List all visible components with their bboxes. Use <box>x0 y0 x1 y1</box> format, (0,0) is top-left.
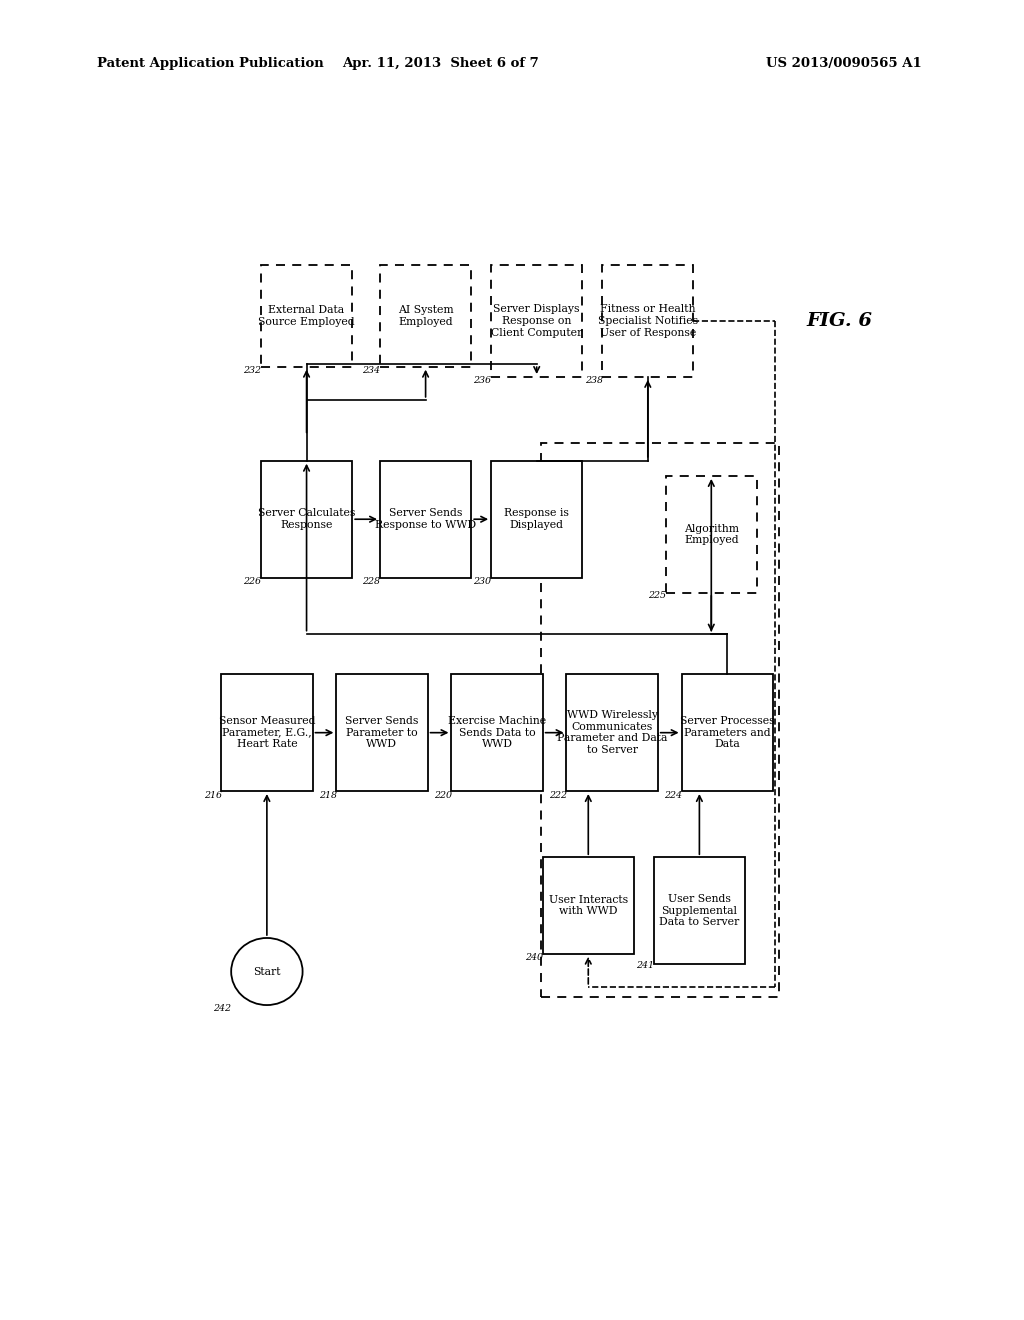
Text: 222: 222 <box>549 791 567 800</box>
FancyBboxPatch shape <box>261 461 352 578</box>
FancyBboxPatch shape <box>492 265 583 378</box>
Text: WWD Wirelessly
Communicates
Parameter and Data
to Server: WWD Wirelessly Communicates Parameter an… <box>557 710 668 755</box>
Text: US 2013/0090565 A1: US 2013/0090565 A1 <box>766 57 922 70</box>
FancyBboxPatch shape <box>380 265 471 367</box>
Text: 226: 226 <box>244 577 261 586</box>
Text: FIG. 6: FIG. 6 <box>807 312 872 330</box>
Text: Response is
Displayed: Response is Displayed <box>504 508 569 531</box>
Text: Exercise Machine
Sends Data to
WWD: Exercise Machine Sends Data to WWD <box>447 715 546 750</box>
Text: Server Calculates
Response: Server Calculates Response <box>258 508 355 531</box>
Text: User Sends
Supplemental
Data to Server: User Sends Supplemental Data to Server <box>659 894 739 927</box>
Text: Patent Application Publication: Patent Application Publication <box>97 57 324 70</box>
Text: Start: Start <box>253 966 281 977</box>
Text: 225: 225 <box>648 591 666 601</box>
Text: 216: 216 <box>204 791 221 800</box>
Ellipse shape <box>231 939 303 1005</box>
FancyBboxPatch shape <box>336 675 428 791</box>
Text: Algorithm
Employed: Algorithm Employed <box>684 524 738 545</box>
Text: 238: 238 <box>585 376 602 385</box>
Text: 240: 240 <box>525 953 543 962</box>
Text: 230: 230 <box>473 577 492 586</box>
FancyBboxPatch shape <box>566 675 657 791</box>
FancyBboxPatch shape <box>682 675 773 791</box>
Text: 220: 220 <box>434 791 452 800</box>
Text: 228: 228 <box>362 577 380 586</box>
Text: Server Processes
Parameters and
Data: Server Processes Parameters and Data <box>680 715 774 750</box>
Text: 218: 218 <box>318 791 337 800</box>
FancyBboxPatch shape <box>261 265 352 367</box>
Text: 234: 234 <box>362 366 380 375</box>
Text: Fitness or Health
Specialist Notifies
User of Response: Fitness or Health Specialist Notifies Us… <box>598 305 698 338</box>
Text: 236: 236 <box>473 376 492 385</box>
Text: Server Sends
Response to WWD: Server Sends Response to WWD <box>375 508 476 531</box>
Text: 241: 241 <box>636 961 654 970</box>
Text: Server Displays
Response on
Client Computer: Server Displays Response on Client Compu… <box>492 305 583 338</box>
FancyBboxPatch shape <box>452 675 543 791</box>
FancyBboxPatch shape <box>380 461 471 578</box>
Text: AI System
Employed: AI System Employed <box>397 305 454 327</box>
Text: 224: 224 <box>664 791 682 800</box>
Text: External Data
Source Employed: External Data Source Employed <box>258 305 355 327</box>
Text: User Interacts
with WWD: User Interacts with WWD <box>549 895 628 916</box>
Text: Apr. 11, 2013  Sheet 6 of 7: Apr. 11, 2013 Sheet 6 of 7 <box>342 57 539 70</box>
FancyBboxPatch shape <box>666 477 757 593</box>
Text: 232: 232 <box>244 366 261 375</box>
FancyBboxPatch shape <box>492 461 583 578</box>
FancyBboxPatch shape <box>221 675 312 791</box>
FancyBboxPatch shape <box>653 857 745 964</box>
Text: Server Sends
Parameter to
WWD: Server Sends Parameter to WWD <box>345 715 419 750</box>
Text: Sensor Measured
Parameter, E.G.,
Heart Rate: Sensor Measured Parameter, E.G., Heart R… <box>219 715 315 750</box>
Text: 242: 242 <box>213 1005 231 1012</box>
FancyBboxPatch shape <box>602 265 693 378</box>
FancyBboxPatch shape <box>543 857 634 954</box>
